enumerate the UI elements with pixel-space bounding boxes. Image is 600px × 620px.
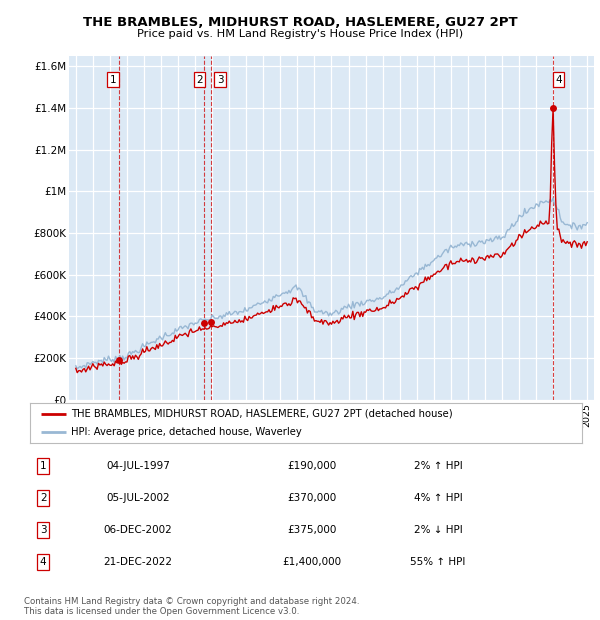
Text: 05-JUL-2002: 05-JUL-2002 (106, 493, 170, 503)
Text: Price paid vs. HM Land Registry's House Price Index (HPI): Price paid vs. HM Land Registry's House … (137, 29, 463, 39)
Text: 2% ↑ HPI: 2% ↑ HPI (413, 461, 463, 471)
Text: 4: 4 (555, 75, 562, 85)
Text: £370,000: £370,000 (287, 493, 337, 503)
Text: £375,000: £375,000 (287, 525, 337, 535)
Text: 4% ↑ HPI: 4% ↑ HPI (413, 493, 463, 503)
Text: HPI: Average price, detached house, Waverley: HPI: Average price, detached house, Wave… (71, 427, 302, 438)
Text: 1: 1 (40, 461, 47, 471)
Text: 2% ↓ HPI: 2% ↓ HPI (413, 525, 463, 535)
Text: 06-DEC-2002: 06-DEC-2002 (104, 525, 172, 535)
Text: THE BRAMBLES, MIDHURST ROAD, HASLEMERE, GU27 2PT: THE BRAMBLES, MIDHURST ROAD, HASLEMERE, … (83, 17, 517, 29)
Text: 1: 1 (109, 75, 116, 85)
Text: 4: 4 (40, 557, 47, 567)
Text: 2: 2 (196, 75, 203, 85)
Text: 04-JUL-1997: 04-JUL-1997 (106, 461, 170, 471)
Text: 21-DEC-2022: 21-DEC-2022 (104, 557, 173, 567)
Text: THE BRAMBLES, MIDHURST ROAD, HASLEMERE, GU27 2PT (detached house): THE BRAMBLES, MIDHURST ROAD, HASLEMERE, … (71, 409, 453, 419)
Text: 3: 3 (40, 525, 47, 535)
Text: 2: 2 (40, 493, 47, 503)
Text: 3: 3 (217, 75, 224, 85)
Text: Contains HM Land Registry data © Crown copyright and database right 2024.
This d: Contains HM Land Registry data © Crown c… (24, 596, 359, 616)
Text: 55% ↑ HPI: 55% ↑ HPI (410, 557, 466, 567)
Text: £1,400,000: £1,400,000 (283, 557, 341, 567)
Text: £190,000: £190,000 (287, 461, 337, 471)
